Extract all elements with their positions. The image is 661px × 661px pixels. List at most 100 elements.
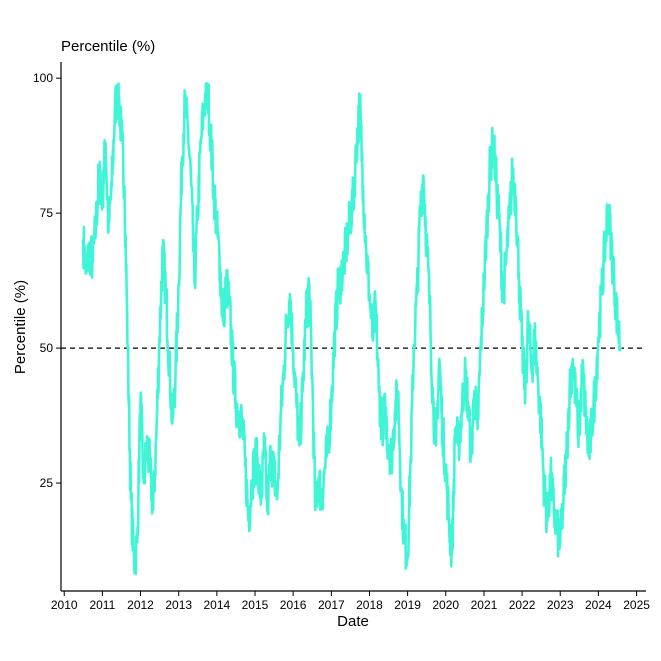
data-point — [295, 401, 298, 403]
data-point — [139, 401, 142, 403]
data-point — [308, 282, 310, 285]
data-point — [177, 282, 180, 285]
x-tick-label: 2018 — [356, 598, 383, 612]
x-tick-label: 2014 — [204, 598, 231, 612]
data-point — [540, 422, 542, 425]
data-point — [228, 304, 231, 306]
data-point — [397, 390, 399, 393]
data-point — [400, 487, 403, 490]
data-point — [571, 358, 574, 360]
data-point — [591, 422, 593, 425]
data-point — [95, 223, 97, 225]
data-point — [190, 185, 193, 188]
data-point — [362, 185, 364, 188]
data-point — [250, 482, 253, 484]
data-point — [584, 412, 587, 414]
data-point — [339, 277, 342, 279]
data-point — [619, 347, 622, 349]
data-point — [120, 131, 123, 134]
data-point — [244, 465, 247, 468]
data-point — [276, 498, 278, 501]
data-point — [91, 260, 94, 263]
data-point — [374, 304, 377, 306]
data-point — [568, 390, 571, 393]
x-tick-label: 2022 — [509, 598, 536, 612]
x-tick-label: 2023 — [547, 598, 574, 612]
data-point — [289, 293, 291, 295]
data-point — [155, 433, 158, 436]
data-point — [292, 347, 294, 349]
data-point — [200, 142, 202, 144]
y-tick-label: 100 — [33, 71, 53, 85]
data-point — [209, 131, 212, 134]
data-point — [508, 217, 511, 220]
data-point — [327, 444, 329, 447]
data-point — [533, 336, 536, 339]
data-point — [165, 293, 167, 295]
data-point — [193, 282, 196, 285]
data-point — [196, 212, 199, 215]
data-point — [527, 320, 530, 322]
data-point — [136, 541, 139, 544]
data-point — [553, 509, 555, 511]
data-point — [82, 239, 84, 242]
data-point — [549, 476, 552, 479]
data-point — [158, 336, 161, 339]
data-point — [394, 412, 396, 414]
data-point — [390, 455, 393, 457]
data-point — [416, 293, 418, 295]
data-point — [365, 250, 368, 252]
data-point — [203, 104, 206, 107]
data-point — [438, 358, 441, 360]
data-point — [142, 482, 145, 484]
data-point — [130, 498, 132, 501]
x-tick-label: 2015 — [242, 598, 269, 612]
data-point — [476, 428, 479, 430]
data-point — [110, 185, 113, 188]
data-point — [451, 552, 453, 555]
data-point — [565, 455, 568, 457]
data-point — [101, 196, 104, 198]
data-point — [222, 320, 224, 322]
data-point — [607, 206, 609, 209]
data-point — [600, 293, 603, 295]
data-point — [381, 422, 383, 425]
data-point — [301, 390, 304, 393]
data-point — [543, 487, 546, 490]
data-point — [613, 282, 616, 285]
data-point — [486, 217, 489, 220]
data-point — [149, 465, 151, 468]
data-point — [317, 476, 320, 479]
data-point — [212, 185, 215, 188]
data-point — [444, 465, 447, 468]
data-point — [575, 401, 577, 403]
data-point — [285, 320, 288, 322]
data-point — [489, 163, 491, 166]
data-point — [435, 444, 437, 447]
data-point — [107, 228, 110, 231]
data-point — [174, 374, 177, 376]
data-point — [428, 304, 431, 306]
data-point — [161, 250, 164, 252]
data-point — [266, 509, 269, 511]
data-point — [518, 271, 520, 274]
data-point — [168, 358, 171, 360]
y-tick-label: 25 — [40, 476, 54, 490]
data-point — [314, 509, 317, 511]
x-axis-title: Date — [337, 613, 369, 630]
data-point — [352, 196, 355, 198]
data-point — [104, 142, 107, 144]
data-point — [123, 185, 126, 188]
data-point — [559, 541, 562, 544]
data-point — [145, 444, 148, 447]
data-point — [298, 444, 301, 447]
data-point — [495, 185, 498, 188]
data-point — [603, 250, 606, 252]
data-point — [273, 471, 275, 474]
data-point — [505, 260, 507, 263]
y-tick-label: 75 — [40, 206, 54, 220]
x-tick-label: 2011 — [89, 598, 115, 612]
data-point — [346, 239, 348, 242]
data-point — [422, 174, 425, 177]
